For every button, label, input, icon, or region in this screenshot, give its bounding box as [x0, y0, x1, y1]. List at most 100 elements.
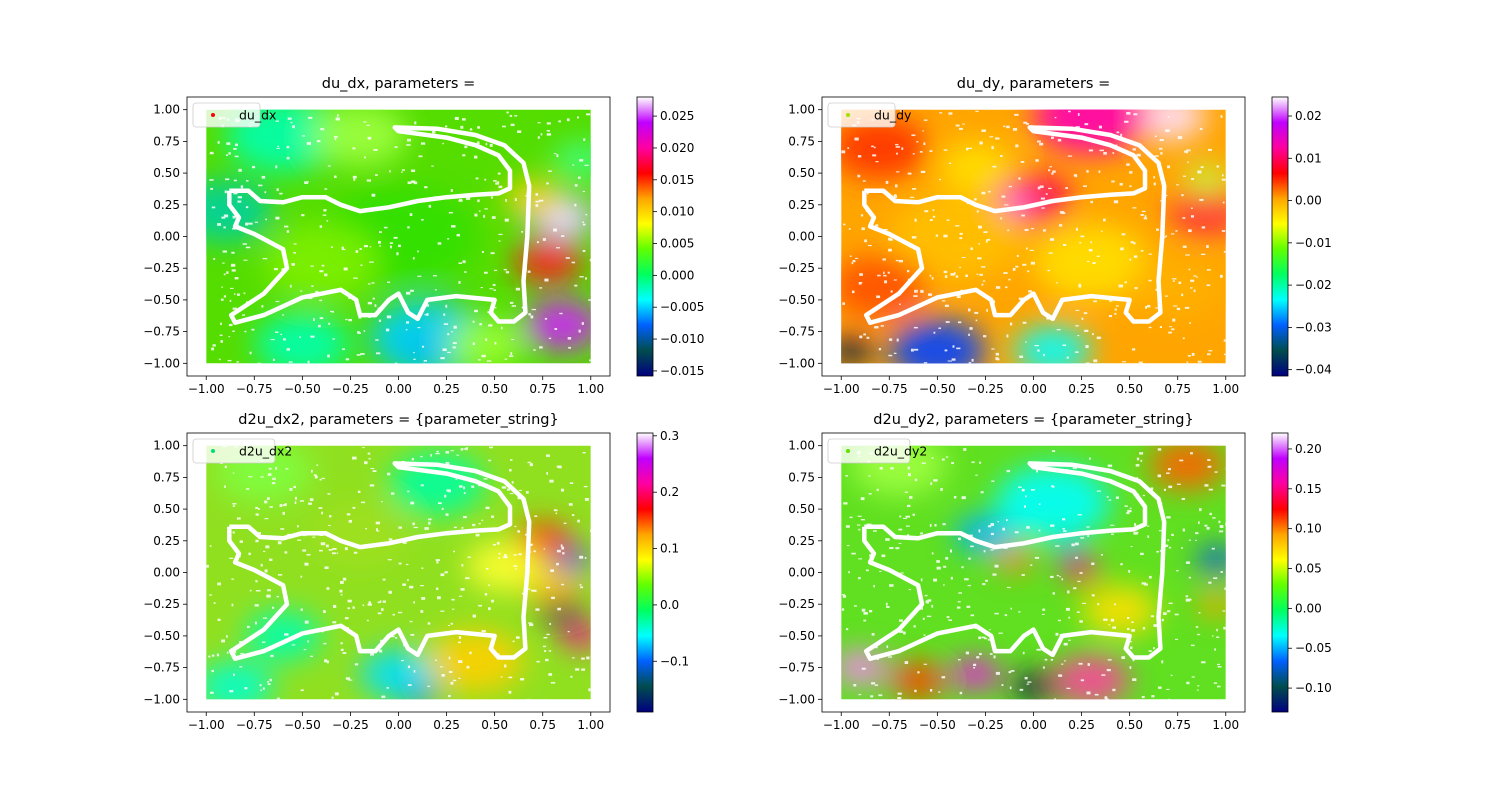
x-tick-label: 0.50	[1116, 718, 1143, 732]
y-tick-label: 0.00	[788, 230, 815, 244]
y-tick-label: 0.25	[153, 198, 180, 212]
colorbar: −0.1 0.0 0.1 0.2 0.3	[636, 429, 689, 713]
x-tick-label: 0.25	[1068, 718, 1095, 732]
y-tick-label: 1.00	[153, 103, 180, 117]
x-tick-label: 0.25	[433, 382, 460, 396]
y-tick-label: 0.25	[153, 534, 180, 548]
subplot-title: d2u_dx2, parameters = {parameter_string}	[238, 412, 558, 428]
y-tick-label: −0.75	[778, 325, 815, 339]
x-tick-label: −0.25	[967, 382, 1004, 396]
y-tick-label: 0.25	[788, 198, 815, 212]
x-tick-label: 0.75	[529, 382, 556, 396]
colorbar-tick-label: 0.005	[660, 237, 694, 251]
y-tick-label: −0.75	[143, 325, 180, 339]
scatter-field	[206, 445, 591, 700]
x-tick-label: −0.25	[332, 382, 369, 396]
x-tick-label: 0.00	[1020, 382, 1047, 396]
y-tick-label: 1.00	[788, 439, 815, 453]
y-tick-label: 0.00	[153, 566, 180, 580]
y-tick-label: 0.75	[153, 470, 180, 484]
y-tick-label: 0.25	[788, 534, 815, 548]
colorbar-tick-label: 0.15	[1295, 482, 1322, 496]
colorbar-tick-label: −0.02	[1295, 278, 1332, 292]
x-tick-label: −1.00	[823, 382, 860, 396]
subplot-4: −1.00 −0.75 −0.50 −0.25 0.00 0.25 0.50 0.75 1.00…	[778, 412, 1332, 732]
colorbar-tick-label: 0.0	[660, 598, 679, 612]
scatter-field	[206, 109, 591, 364]
y-tick-label: −0.25	[143, 597, 180, 611]
y-tick-label: −0.50	[778, 293, 815, 307]
x-tick-label: 1.00	[577, 382, 604, 396]
cat-outline	[862, 125, 1167, 325]
colorbar-tick-label: −0.005	[660, 300, 704, 314]
subplots: −1.00 −0.75 −0.50 −0.25 0.00 0.25 0.50 0.75 1.00…	[143, 76, 1332, 732]
x-tick-label: −0.75	[871, 382, 908, 396]
scatter-field	[841, 445, 1226, 700]
x-tick-label: −0.50	[284, 382, 321, 396]
colorbar-tick-label: −0.04	[1295, 363, 1332, 377]
y-tick-label: −1.00	[143, 692, 180, 706]
x-tick-label: 1.00	[577, 718, 604, 732]
x-tick-label: 0.00	[385, 382, 412, 396]
legend-marker	[846, 449, 850, 453]
cat-outline	[227, 125, 532, 325]
legend-label: du_dx	[239, 108, 276, 123]
legend: d2u_dy2	[827, 438, 927, 464]
y-tick-label: −0.50	[143, 629, 180, 643]
x-tick-label: −0.75	[236, 718, 273, 732]
colorbar-tick-label: −0.10	[1295, 681, 1332, 695]
subplot-1: −1.00 −0.75 −0.50 −0.25 0.00 0.25 0.50 0.75 1.00…	[143, 76, 704, 396]
colorbar-tick-label: −0.01	[1295, 236, 1332, 250]
subplot-title: d2u_dy2, parameters = {parameter_string}	[873, 412, 1193, 428]
y-tick-label: 0.75	[788, 470, 815, 484]
legend-label: du_dy	[874, 108, 912, 123]
colorbar-tick-label: 0.20	[1295, 442, 1322, 456]
legend-marker	[211, 449, 215, 453]
colorbar-tick-label: 0.2	[660, 485, 679, 499]
x-tick-label: 0.50	[481, 718, 508, 732]
x-tick-label: 0.25	[433, 718, 460, 732]
x-tick-label: −0.50	[919, 382, 956, 396]
y-tick-label: 1.00	[153, 439, 180, 453]
legend-marker	[846, 113, 850, 117]
y-tick-label: −0.25	[778, 597, 815, 611]
x-tick-label: −1.00	[823, 718, 860, 732]
colorbar-tick-label: −0.1	[660, 654, 689, 668]
legend-marker	[211, 113, 215, 117]
y-tick-label: 0.50	[153, 166, 180, 180]
y-tick-label: 0.00	[153, 230, 180, 244]
y-tick-label: −1.00	[143, 356, 180, 370]
subplot-title: du_dy, parameters =	[957, 76, 1111, 92]
y-tick-label: −0.75	[143, 661, 180, 675]
y-tick-label: −1.00	[778, 356, 815, 370]
y-tick-label: −1.00	[778, 692, 815, 706]
y-tick-label: −0.75	[778, 661, 815, 675]
x-tick-label: 1.00	[1212, 718, 1239, 732]
colorbar-tick-label: 0.020	[660, 141, 694, 155]
x-tick-label: 0.75	[1164, 382, 1191, 396]
y-tick-label: −0.50	[778, 629, 815, 643]
colorbar-tick-label: 0.00	[1295, 194, 1322, 208]
y-tick-label: 0.75	[788, 134, 815, 148]
x-tick-label: 0.50	[481, 382, 508, 396]
x-tick-label: −1.00	[188, 382, 225, 396]
y-tick-label: 0.75	[153, 134, 180, 148]
colorbar-tick-label: 0.02	[1295, 109, 1322, 123]
colorbar-tick-label: 0.010	[660, 205, 694, 219]
legend-label: d2u_dy2	[874, 444, 927, 459]
colorbar-tick-label: −0.010	[660, 332, 704, 346]
colorbar-tick-label: 0.025	[660, 109, 694, 123]
x-tick-label: −0.50	[919, 718, 956, 732]
x-tick-label: −0.25	[967, 718, 1004, 732]
x-tick-label: −0.25	[332, 718, 369, 732]
y-tick-label: 0.50	[788, 166, 815, 180]
cat-outline	[227, 461, 532, 661]
y-tick-label: 0.50	[788, 502, 815, 516]
colorbar: −0.10 −0.05 0.00 0.05 0.10 0.15 0.20	[1271, 432, 1332, 713]
y-tick-label: −0.25	[143, 261, 180, 275]
colorbar-tick-label: 0.1	[660, 542, 679, 556]
colorbar-tick-label: −0.015	[660, 364, 704, 378]
colorbar: −0.04 −0.03 −0.02 −0.01 0.00 0.01 0.02	[1271, 96, 1332, 377]
subplot-2: −1.00 −0.75 −0.50 −0.25 0.00 0.25 0.50 0.75 1.00…	[778, 76, 1332, 396]
